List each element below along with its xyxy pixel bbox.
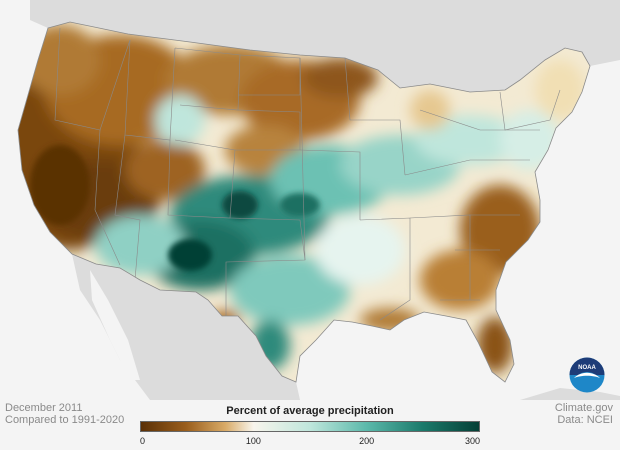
date-label: December 2011 <box>5 402 83 414</box>
map-caption: December 2011 Compared to 1991-2020 <box>5 402 124 426</box>
legend-title: Percent of average precipitation <box>226 405 394 417</box>
comparison-label: Compared to 1991-2020 <box>5 414 125 426</box>
noaa-logo-top <box>569 357 605 375</box>
credit-label: Climate.gov <box>554 402 613 414</box>
neighbor-land <box>30 0 620 400</box>
noaa-logo-bird <box>574 372 600 378</box>
legend-tick-label: 100 <box>245 436 261 446</box>
map-canvas <box>17 0 620 400</box>
noaa-logo: NOAA <box>569 357 605 393</box>
source-label: Data: NCEI <box>557 414 613 426</box>
state-borders <box>54 27 561 321</box>
precipitation-map <box>17 0 620 400</box>
legend-tick-label: 300 <box>464 436 480 446</box>
noaa-logo-text: NOAA <box>578 365 596 371</box>
legend-tick-label: 0 <box>140 436 146 446</box>
legend-tick-label: 200 <box>359 436 375 446</box>
credit-block: Climate.gov Data: NCEI <box>555 402 613 426</box>
legend-colorbar <box>140 421 480 432</box>
